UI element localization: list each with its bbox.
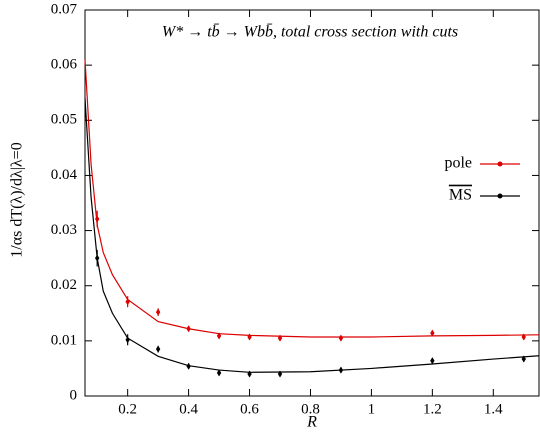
- y-tick-label: 0.02: [51, 277, 77, 293]
- legend-label: pole: [444, 155, 472, 172]
- legend-marker: [497, 193, 503, 199]
- x-tick-label: 1.4: [484, 401, 503, 417]
- legend-label: MS: [449, 187, 472, 204]
- chart-title: W* → tb̄ → Wbb̄, total cross section wit…: [162, 24, 458, 41]
- y-tick-label: 0: [70, 387, 78, 403]
- data-point: [94, 215, 100, 223]
- data-point: [338, 366, 344, 374]
- fit-line: [84, 98, 540, 373]
- data-point: [125, 336, 130, 344]
- plot-frame: [84, 9, 540, 397]
- y-tick-label: 0.06: [51, 57, 78, 73]
- data-point: [125, 298, 130, 306]
- data-point: [155, 345, 161, 353]
- data-point: [521, 333, 526, 341]
- data-point: [94, 254, 100, 262]
- x-tick-label: 0.8: [301, 401, 320, 417]
- data-point: [186, 325, 191, 333]
- x-axis-label: R: [306, 414, 317, 431]
- legend-marker: [497, 161, 503, 167]
- data-point: [216, 332, 222, 340]
- data-point: [186, 362, 191, 370]
- y-tick-label: 0.05: [51, 112, 77, 128]
- data-point: [277, 334, 283, 342]
- data-point: [277, 370, 283, 378]
- y-tick-label: 0.01: [51, 332, 77, 348]
- x-tick-label: 0.4: [179, 401, 198, 417]
- data-point: [155, 308, 161, 316]
- x-tick-label: 1.2: [423, 401, 442, 417]
- data-point: [216, 369, 222, 377]
- y-tick-label: 0.04: [51, 167, 78, 183]
- x-tick-label: 0.6: [240, 401, 259, 417]
- data-point: [430, 329, 435, 337]
- y-axis-label: 1/αs dT(λ)/dλ|λ=0: [9, 142, 26, 257]
- data-point: [338, 334, 344, 342]
- data-point: [430, 357, 435, 365]
- y-tick-label: 0.03: [51, 222, 77, 238]
- x-tick-label: 1: [368, 401, 376, 417]
- data-point: [521, 355, 526, 363]
- y-tick-label: 0.07: [51, 1, 78, 17]
- data-point: [247, 370, 252, 378]
- x-tick-label: 0.2: [118, 401, 137, 417]
- data-point: [247, 333, 252, 341]
